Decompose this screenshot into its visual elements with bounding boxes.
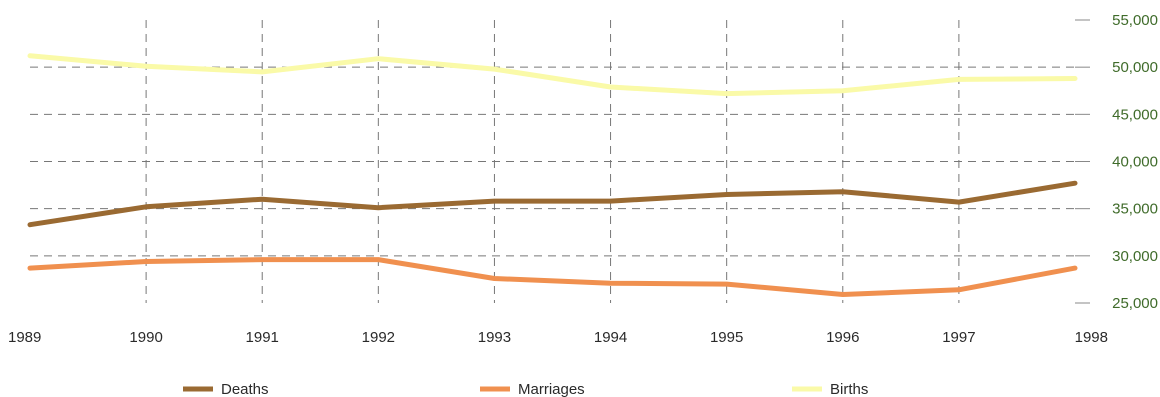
series-line-deaths xyxy=(27,180,1078,228)
x-tick-label: 1990 xyxy=(129,329,162,346)
y-tick-label: 35,000 xyxy=(1112,201,1158,218)
y-tick-label: 45,000 xyxy=(1112,106,1158,123)
x-tick-label: 1998 xyxy=(1075,329,1108,346)
y-axis: 25,000 30,000 35,000 40,000 45,000 50,000 55,0… xyxy=(1075,12,1158,312)
y-tick-label: 30,000 xyxy=(1112,248,1158,265)
x-tick-label: 1992 xyxy=(362,329,395,346)
x-tick-label: 1997 xyxy=(942,329,975,346)
y-tick-label: 55,000 xyxy=(1112,12,1158,29)
y-tick-label: 25,000 xyxy=(1112,295,1158,312)
x-tick-label: 1996 xyxy=(826,329,859,346)
x-tick-label: 1991 xyxy=(246,329,279,346)
series-lines xyxy=(27,53,1078,297)
series-line-marriages xyxy=(27,257,1078,297)
x-axis: 1989 1990 1991 1992 1993 1994 1995 1996 1997 1998 xyxy=(8,329,1108,346)
y-tick-label: 50,000 xyxy=(1112,59,1158,76)
x-tick-label: 1993 xyxy=(478,329,511,346)
x-tick-label: 1989 xyxy=(8,329,41,346)
x-tick-label: 1995 xyxy=(710,329,743,346)
legend: Deaths Marriages Births xyxy=(183,381,868,397)
legend-label-births: Births xyxy=(830,381,868,397)
y-tick-label: 40,000 xyxy=(1112,154,1158,171)
legend-label-deaths: Deaths xyxy=(221,381,269,397)
x-tick-label: 1994 xyxy=(594,329,627,346)
legend-label-marriages: Marriages xyxy=(518,381,585,397)
series-line-births xyxy=(27,53,1078,97)
